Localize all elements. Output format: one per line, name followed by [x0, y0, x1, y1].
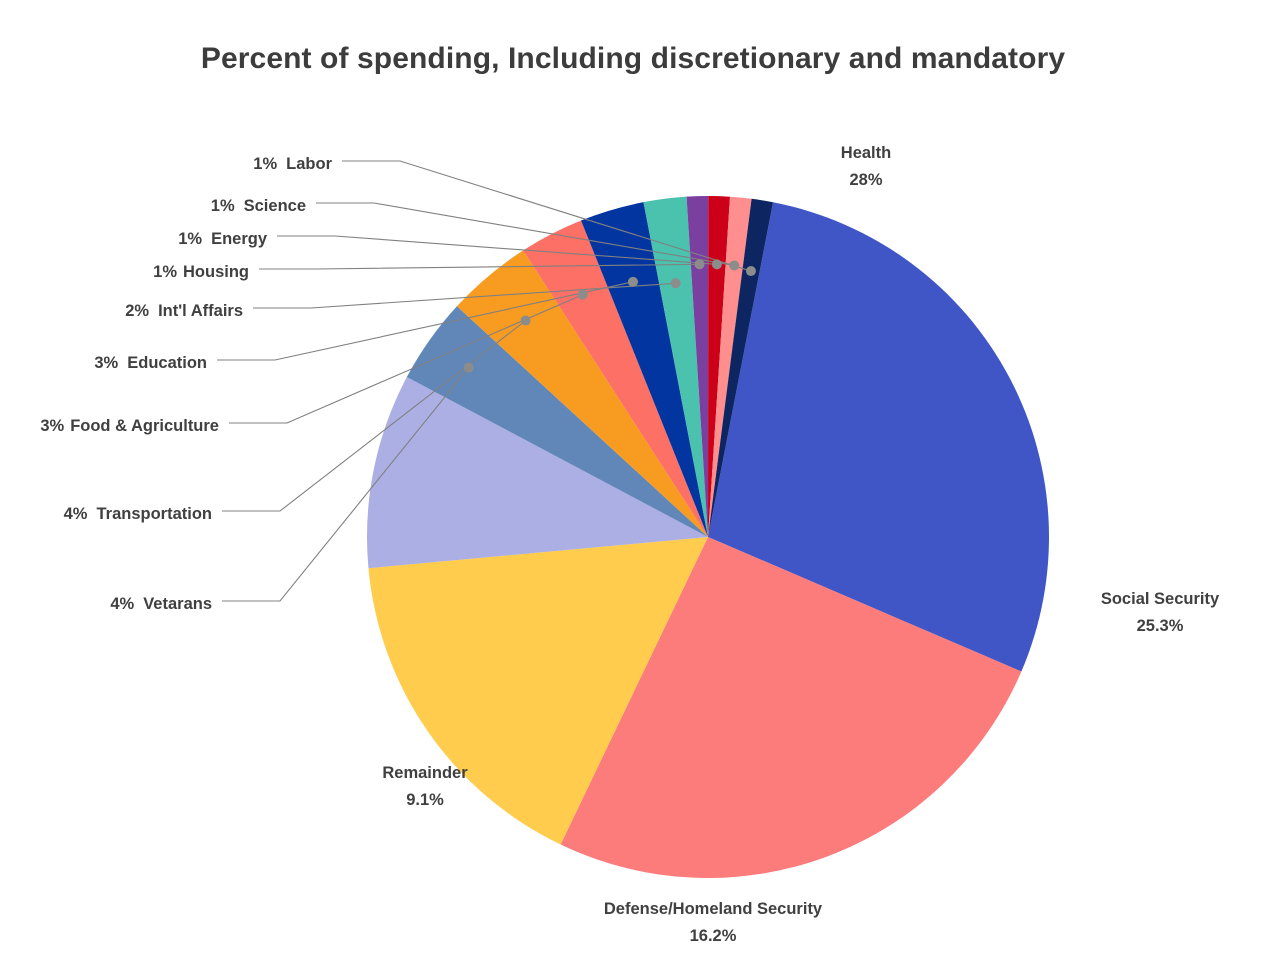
- leader-dot-energy: [711, 259, 722, 270]
- pie-label-science-name: Science: [243, 197, 306, 215]
- pie-label-food-agriculture-name: Food & Agriculture: [70, 417, 219, 435]
- pie-label-energy: 1% Energy: [0, 226, 267, 253]
- pie-label-remainder-name: Remainder: [382, 764, 468, 782]
- pie-label-intl-affairs-name: Int'l Affairs: [158, 302, 243, 320]
- leader-line-group: [217, 160, 756, 602]
- pie-label-food-agriculture: 3% Food & Agriculture: [0, 413, 219, 440]
- pie-label-social-security-value: 25.3%: [1136, 617, 1184, 636]
- pie-label-labor-value: 1%: [253, 155, 278, 173]
- leader-line-science: [316, 202, 735, 267]
- pie-label-education: 3% Education: [0, 350, 207, 377]
- leader-line-transportation: [222, 320, 526, 512]
- pie-label-vetarans-value: 4%: [110, 595, 135, 613]
- pie-label-food-agriculture-value: 3%: [40, 417, 65, 435]
- pie-slice-food-agriculture[interactable]: [523, 220, 708, 537]
- leader-dot-science: [729, 260, 740, 271]
- leader-dot-education: [627, 276, 638, 287]
- leader-line-housing: [259, 263, 700, 270]
- pie-label-health-name: Health: [840, 144, 892, 162]
- pie-label-social-security: Social Security 25.3%: [1075, 586, 1245, 640]
- pie-label-transportation-name: Transportation: [96, 505, 212, 523]
- pie-label-housing: 1% Housing: [0, 259, 249, 286]
- leader-line-int-l-affairs: [253, 282, 676, 309]
- pie-label-remainder: Remainder 9.1%: [330, 760, 520, 814]
- pie-label-intl-affairs-value: 2%: [125, 302, 150, 320]
- leader-line-vetarans: [222, 367, 470, 602]
- pie-slice-remainder[interactable]: [367, 377, 708, 569]
- pie-label-transportation-value: 4%: [63, 505, 88, 523]
- pie-label-vetarans-name: Vetarans: [143, 595, 212, 613]
- pie-label-education-value: 3%: [94, 354, 119, 372]
- leader-dot-vetarans: [463, 362, 474, 373]
- leader-dot-transportation: [520, 315, 531, 326]
- pie-label-remainder-value: 9.1%: [406, 791, 444, 810]
- leader-line-labor: [342, 160, 752, 272]
- pie-label-housing-value: 1%: [153, 263, 177, 281]
- pie-slice-social-security[interactable]: [560, 537, 1022, 878]
- leader-line-energy: [277, 235, 717, 265]
- pie-label-housing-name: Housing: [183, 263, 249, 281]
- pie-slice-housing[interactable]: [686, 195, 709, 537]
- leader-dot-labor: [745, 266, 756, 277]
- chart-title: Percent of spending, Including discretio…: [200, 42, 1066, 75]
- pie-label-labor-name: Labor: [286, 155, 332, 173]
- pie-slice-int-l-affairs[interactable]: [643, 196, 708, 538]
- pie-label-energy-value: 1%: [178, 230, 203, 248]
- pie-slice-vetarans[interactable]: [406, 306, 708, 537]
- pie-label-social-security-name: Social Security: [1100, 590, 1220, 608]
- pie-label-education-name: Education: [127, 354, 207, 372]
- pie-label-defense-name: Defense/Homeland Security: [603, 900, 823, 918]
- leader-dot-food-agriculture: [577, 289, 588, 300]
- pie-label-health-value: 28%: [849, 171, 883, 190]
- pie-slice-health[interactable]: [708, 202, 1049, 672]
- leader-dot-int-l-affairs: [670, 278, 681, 289]
- pie-slice-energy[interactable]: [708, 196, 730, 537]
- pie-label-health: Health 28%: [786, 140, 946, 194]
- pie-label-transportation: 4% Transportation: [0, 501, 212, 528]
- pie-label-defense: Defense/Homeland Security 16.2%: [548, 896, 878, 950]
- pie-slice-defense-homeland-security[interactable]: [368, 537, 708, 845]
- leader-line-education: [217, 281, 634, 361]
- pie-label-labor: 1% Labor: [0, 151, 332, 178]
- pie-slice-labor[interactable]: [708, 198, 774, 538]
- pie-label-energy-name: Energy: [211, 230, 267, 248]
- pie-label-defense-value: 16.2%: [689, 927, 737, 946]
- leader-line-food-agriculture: [229, 294, 583, 424]
- pie-label-vetarans: 4% Vetarans: [0, 591, 212, 618]
- leader-dot-housing: [694, 259, 705, 270]
- pie-slice-science[interactable]: [708, 196, 752, 537]
- pie-label-intl-affairs: 2% Int'l Affairs: [0, 298, 243, 325]
- pie-label-science-value: 1%: [210, 197, 235, 215]
- pie-label-science: 1% Science: [0, 193, 306, 220]
